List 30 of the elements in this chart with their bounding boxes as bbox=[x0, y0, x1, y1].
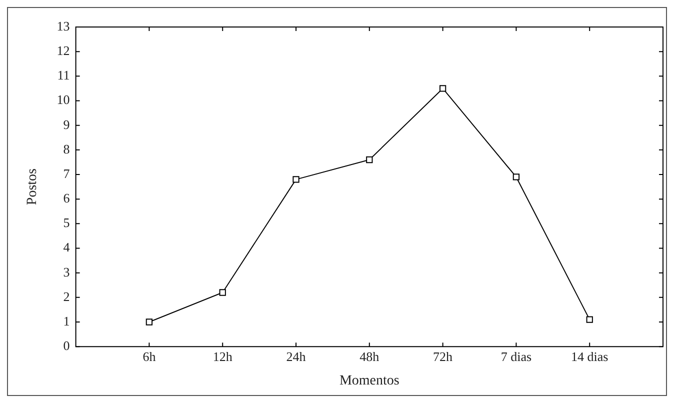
x-tick-label: 12h bbox=[212, 348, 233, 364]
y-tick-label: 12 bbox=[56, 43, 70, 58]
y-tick-label: 0 bbox=[63, 338, 70, 354]
y-tick-label: 13 bbox=[56, 18, 70, 34]
x-tick-label: 14 dias bbox=[571, 348, 608, 364]
y-tick-label: 9 bbox=[63, 116, 70, 132]
y-tick-label: 6 bbox=[63, 190, 70, 206]
point bbox=[439, 85, 446, 92]
y-tick-label: 7 bbox=[63, 166, 70, 181]
point bbox=[219, 289, 226, 296]
x-tick-label: 7 dias bbox=[500, 348, 532, 364]
point bbox=[292, 176, 300, 183]
point bbox=[366, 156, 373, 164]
point bbox=[586, 316, 593, 323]
x-tick-label: 72h bbox=[433, 348, 454, 364]
x-tick-label: 48h bbox=[360, 348, 380, 364]
x-tick-label: 24h bbox=[286, 348, 306, 364]
y-tick-label: 4 bbox=[63, 240, 70, 255]
x-axis-title: Momentos bbox=[339, 373, 400, 388]
point bbox=[146, 318, 153, 326]
y-tick-label: 1 bbox=[63, 313, 70, 328]
y-axis-title: Postos bbox=[25, 168, 40, 206]
y-tick-label: 10 bbox=[56, 92, 70, 108]
y-tick-label: 2 bbox=[63, 288, 70, 304]
y-tick-label: 3 bbox=[63, 264, 70, 280]
y-tick-label: 5 bbox=[63, 215, 70, 230]
y-tick-label: 8 bbox=[63, 141, 70, 156]
y-tick-label: 11 bbox=[57, 68, 70, 83]
point bbox=[512, 174, 520, 180]
x-tick-label: 6h bbox=[142, 348, 156, 364]
